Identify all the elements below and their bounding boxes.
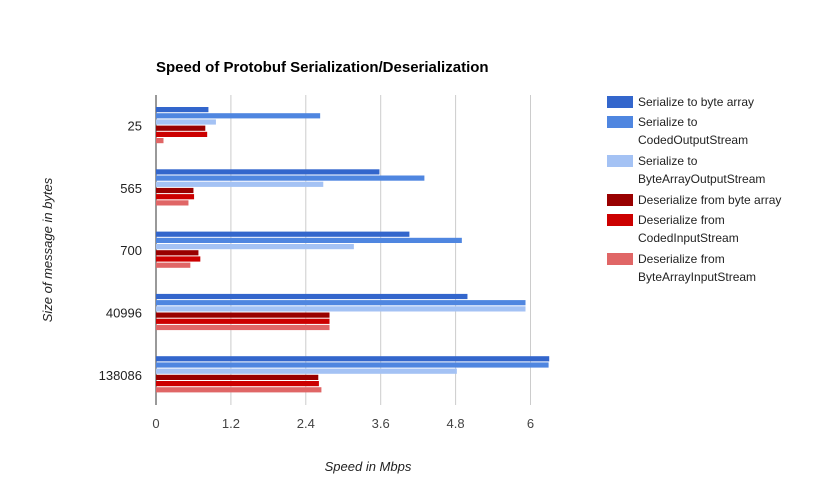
bar	[156, 194, 195, 200]
bar	[156, 362, 549, 368]
chart-title: Speed of Protobuf Serialization/Deserial…	[156, 59, 489, 76]
legend-label: ByteArrayInputStream	[638, 270, 756, 284]
x-tick-label: 1.2	[222, 416, 240, 431]
bar	[156, 300, 526, 306]
legend-label: Deserialize from byte array	[638, 193, 781, 207]
bar	[156, 262, 191, 268]
bar	[156, 256, 201, 262]
legend-label: CodedInputStream	[638, 231, 739, 245]
bar	[156, 318, 330, 324]
bar	[156, 138, 164, 144]
legend-swatch	[607, 116, 633, 128]
bar	[156, 175, 425, 181]
legend-label: ByteArrayOutputStream	[638, 172, 765, 186]
bar	[156, 125, 206, 131]
bar	[156, 293, 468, 300]
bar	[156, 231, 410, 237]
legend-label: Serialize to	[638, 115, 698, 129]
bar	[156, 107, 209, 113]
bar	[156, 387, 322, 393]
legend-swatch	[607, 96, 633, 108]
bar	[156, 244, 354, 250]
bar	[156, 131, 208, 137]
bar	[156, 187, 194, 194]
legend-swatch	[607, 214, 633, 226]
bar	[156, 306, 526, 312]
legend: Serialize to byte array Serialize to Coded…	[607, 95, 781, 284]
bar	[156, 119, 216, 125]
bar	[156, 181, 324, 187]
legend-label: Deserialize from	[638, 252, 725, 266]
y-category-labels: 25 565 700 40996 138086	[99, 119, 142, 383]
bars-group	[156, 107, 550, 393]
bar	[156, 356, 550, 362]
x-tick-labels: 0 1.2 2.4 3.6 4.8 6	[152, 416, 534, 431]
bar	[156, 113, 321, 119]
x-tick-label: 4.8	[447, 416, 465, 431]
bar	[156, 312, 330, 318]
bar	[156, 381, 319, 387]
bar	[156, 237, 462, 243]
legend-swatch	[607, 155, 633, 167]
y-category-label: 40996	[106, 306, 142, 321]
y-category-label: 138086	[99, 368, 142, 383]
x-tick-label: 3.6	[372, 416, 390, 431]
bar	[156, 250, 199, 256]
bar	[156, 169, 380, 175]
x-tick-label: 6	[527, 416, 534, 431]
y-category-label: 565	[120, 181, 142, 196]
bar	[156, 324, 330, 331]
y-category-label: 25	[128, 119, 142, 134]
legend-label: Deserialize from	[638, 213, 725, 227]
legend-label: Serialize to	[638, 154, 698, 168]
bar	[156, 200, 189, 206]
y-category-label: 700	[120, 243, 142, 258]
bar	[156, 374, 319, 380]
legend-swatch	[607, 253, 633, 265]
x-tick-label: 2.4	[297, 416, 315, 431]
bar	[156, 368, 457, 374]
legend-swatch	[607, 194, 633, 206]
x-tick-label: 0	[152, 416, 159, 431]
legend-label: CodedOutputStream	[638, 133, 748, 147]
legend-label: Serialize to byte array	[638, 95, 754, 109]
x-axis-title: Speed in Mbps	[325, 459, 412, 474]
grid-lines	[155, 95, 531, 405]
y-axis-title: Size of message in bytes	[40, 177, 55, 322]
